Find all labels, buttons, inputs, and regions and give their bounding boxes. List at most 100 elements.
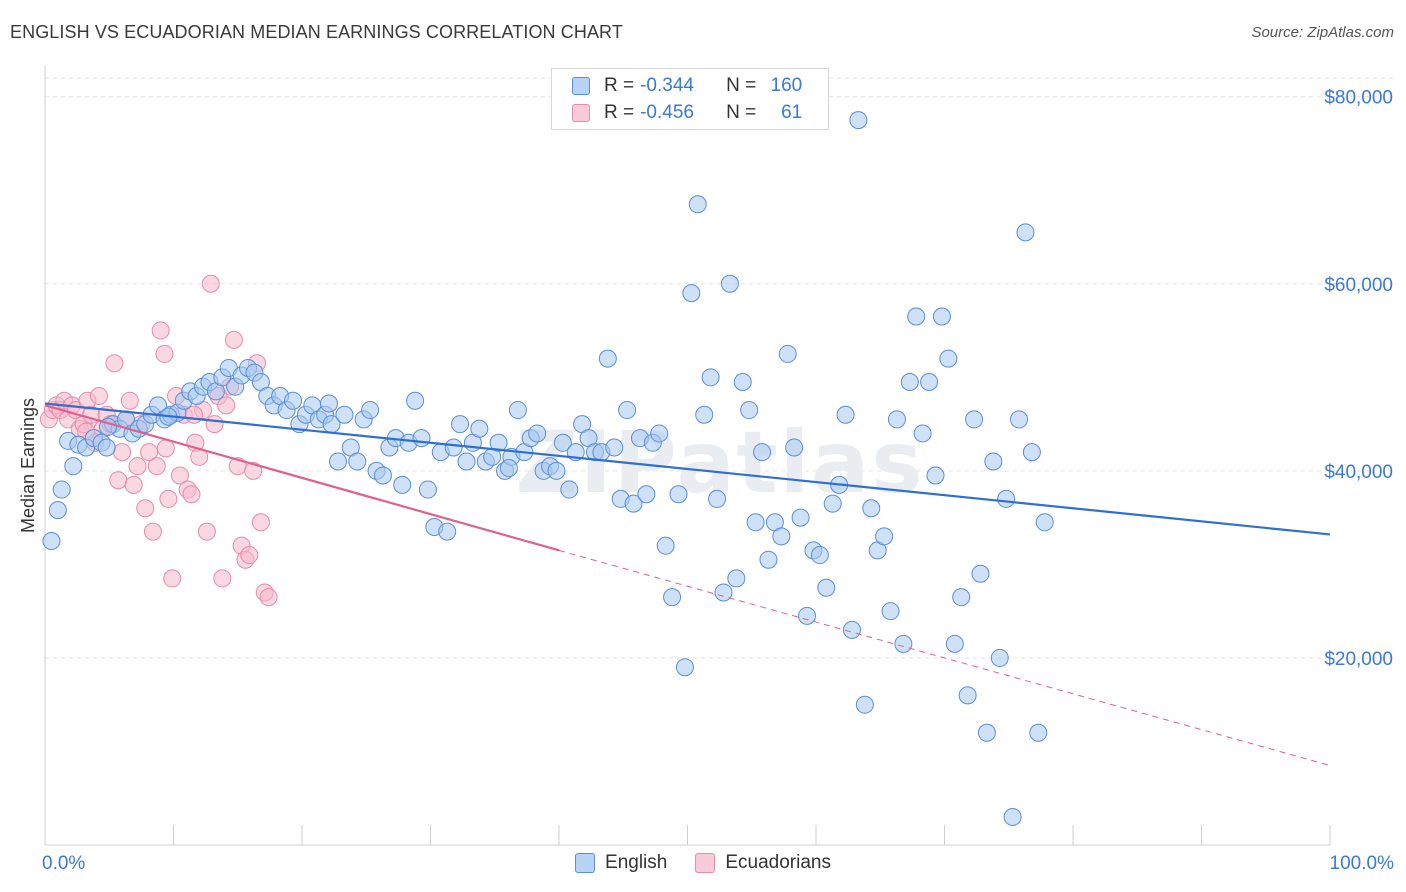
ecuadorian-point	[155, 344, 174, 363]
english-point	[656, 536, 675, 555]
stats-legend: R = -0.344 N = 160 R = -0.456 N = 61	[551, 68, 829, 130]
legend-label-english: English	[605, 852, 668, 873]
ecuadorian-point	[217, 396, 236, 415]
english-point	[810, 546, 829, 565]
ecuadorian-point	[147, 457, 166, 476]
english-point	[284, 391, 303, 410]
english-point	[932, 307, 951, 326]
x-tick-label: 0.0%	[42, 853, 85, 874]
ecuadorian-point	[120, 391, 139, 410]
stats-row-ecuadorian: R = -0.456 N = 61	[572, 101, 802, 125]
english-point	[695, 405, 714, 424]
english-point	[727, 569, 746, 588]
y-tick-label: $20,000	[1324, 649, 1393, 670]
english-point	[1022, 443, 1041, 462]
english-point	[836, 405, 855, 424]
r-value: -0.344	[640, 75, 694, 96]
english-point	[984, 452, 1003, 471]
english-point	[393, 475, 412, 494]
english-point	[470, 419, 489, 438]
english-trendline	[44, 402, 1331, 536]
english-point	[907, 307, 926, 326]
english-point	[708, 489, 727, 508]
ecuadorian-swatch	[695, 853, 716, 873]
stats-row-english: R = -0.344 N = 160	[572, 74, 802, 98]
english-point	[817, 578, 836, 597]
english-point	[971, 564, 990, 583]
ecuadorian-point	[201, 274, 220, 293]
y-tick-label: $40,000	[1324, 462, 1393, 483]
ecuadorian-trendline	[44, 404, 560, 552]
y-tick-label: $80,000	[1324, 88, 1393, 109]
legend-item-english[interactable]: English	[575, 852, 667, 874]
english-point	[688, 195, 707, 214]
english-point	[772, 527, 791, 546]
english-point	[842, 620, 861, 639]
english-point	[1016, 223, 1035, 242]
english-point	[499, 459, 518, 478]
ecuadorian-point	[259, 588, 278, 607]
english-point	[64, 457, 83, 476]
source-credit: Source: ZipAtlas.com	[1251, 24, 1394, 41]
english-point	[42, 532, 61, 551]
english-point	[560, 480, 579, 499]
english-point	[945, 634, 964, 653]
x-tick-label: 100.0%	[1330, 853, 1395, 874]
english-point	[361, 401, 380, 420]
english-point	[618, 401, 637, 420]
english-point	[528, 424, 547, 443]
ecuadorian-point	[163, 569, 182, 588]
english-point	[714, 583, 733, 602]
n-label: N =	[726, 75, 757, 96]
n-value: 61	[781, 102, 803, 123]
english-point	[894, 634, 913, 653]
english-point	[920, 372, 939, 391]
english-point	[412, 429, 431, 448]
english-point	[875, 527, 894, 546]
english-point	[97, 438, 116, 457]
ecuadorian-point	[159, 489, 178, 508]
ecuadorian-point	[213, 569, 232, 588]
r-label: R =	[604, 102, 635, 123]
english-point	[926, 466, 945, 485]
ecuadorian-point	[185, 405, 204, 424]
english-point	[457, 452, 476, 471]
ecuadorian-point	[136, 499, 155, 518]
r-value: -0.456	[640, 102, 694, 123]
english-point	[965, 410, 984, 429]
english-point	[958, 686, 977, 705]
english-point	[862, 499, 881, 518]
legend-item-ecuadorians[interactable]: Ecuadorians	[695, 852, 831, 874]
r-label: R =	[604, 75, 635, 96]
english-point	[444, 438, 463, 457]
english-point	[733, 372, 752, 391]
ecuadorian-point	[89, 387, 108, 406]
english-point	[451, 415, 470, 434]
ecuadorian-point	[251, 513, 270, 532]
english-point	[1035, 513, 1054, 532]
english-point	[373, 466, 392, 485]
english-point	[418, 480, 437, 499]
english-point	[900, 372, 919, 391]
english-point	[1029, 723, 1048, 742]
english-point	[508, 401, 527, 420]
english-point	[335, 405, 354, 424]
y-tick-label: $60,000	[1324, 275, 1393, 296]
ecuadorian-trendline-extension	[558, 549, 1331, 766]
english-point	[855, 695, 874, 714]
english-point	[624, 494, 643, 513]
ecuadorian-point	[182, 485, 201, 504]
english-point	[997, 489, 1016, 508]
english-swatch	[575, 853, 596, 873]
english-point	[553, 433, 572, 452]
chart-title: ENGLISH VS ECUADORIAN MEDIAN EARNINGS CO…	[10, 22, 623, 42]
english-point	[887, 410, 906, 429]
english-point	[682, 284, 701, 303]
english-point	[913, 424, 932, 443]
english-point	[52, 480, 71, 499]
english-point	[759, 550, 778, 569]
english-point	[348, 452, 367, 471]
english-point	[798, 606, 817, 625]
english-point	[791, 508, 810, 527]
